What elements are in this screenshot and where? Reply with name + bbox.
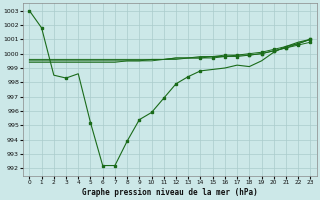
X-axis label: Graphe pression niveau de la mer (hPa): Graphe pression niveau de la mer (hPa) xyxy=(82,188,258,197)
